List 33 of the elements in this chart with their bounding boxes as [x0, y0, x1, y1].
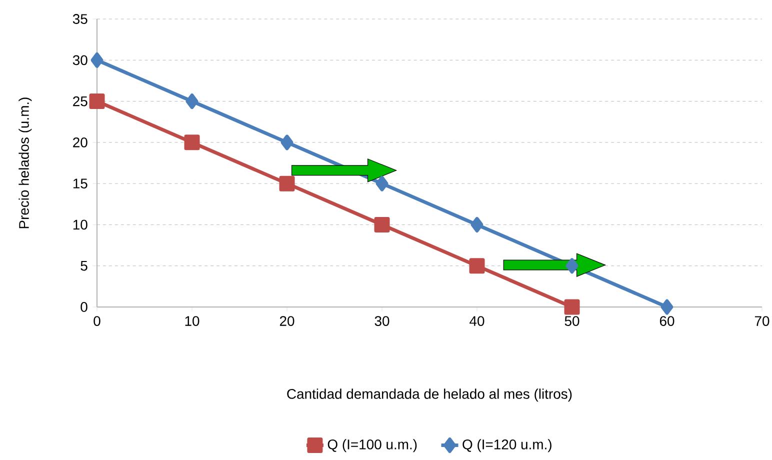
legend-label: Q (I=120 u.m.) — [462, 439, 552, 452]
point — [660, 299, 674, 315]
y-tick-label: 5 — [80, 260, 88, 271]
x-tick-label: 60 — [660, 316, 674, 326]
point — [376, 176, 388, 192]
point — [469, 258, 485, 274]
y-tick-label: 35 — [72, 14, 88, 24]
legend-label: Q (I=100 u.m.) — [328, 439, 417, 452]
y-tick-label: 30 — [72, 55, 88, 66]
x-tick-label: 20 — [280, 316, 294, 326]
point — [564, 299, 580, 315]
y-tick-label: 25 — [73, 96, 88, 106]
point — [279, 176, 295, 192]
point — [374, 216, 390, 232]
point — [280, 134, 294, 150]
x-tick-label: 70 — [754, 316, 770, 326]
point — [90, 52, 104, 68]
point — [184, 134, 200, 150]
point — [186, 94, 198, 110]
x-tick-label: 0 — [94, 316, 100, 326]
point — [89, 94, 105, 110]
y-tick-label: 0 — [80, 302, 88, 312]
y-tick-label: 15 — [73, 178, 88, 188]
y-tick-label: 20 — [73, 137, 88, 148]
x-axis-title: Cantidad demandada de helado al mes (litros) — [287, 388, 572, 402]
y-axis-title: Precio helados (u.m.) — [18, 98, 32, 228]
x-tick-label: 10 — [185, 316, 200, 326]
point — [470, 216, 484, 232]
y-tick-label: 10 — [73, 220, 88, 230]
x-tick-label: 30 — [374, 316, 390, 326]
point — [566, 258, 578, 274]
x-tick-label: 50 — [564, 316, 580, 326]
x-tick-label: 40 — [470, 316, 484, 326]
